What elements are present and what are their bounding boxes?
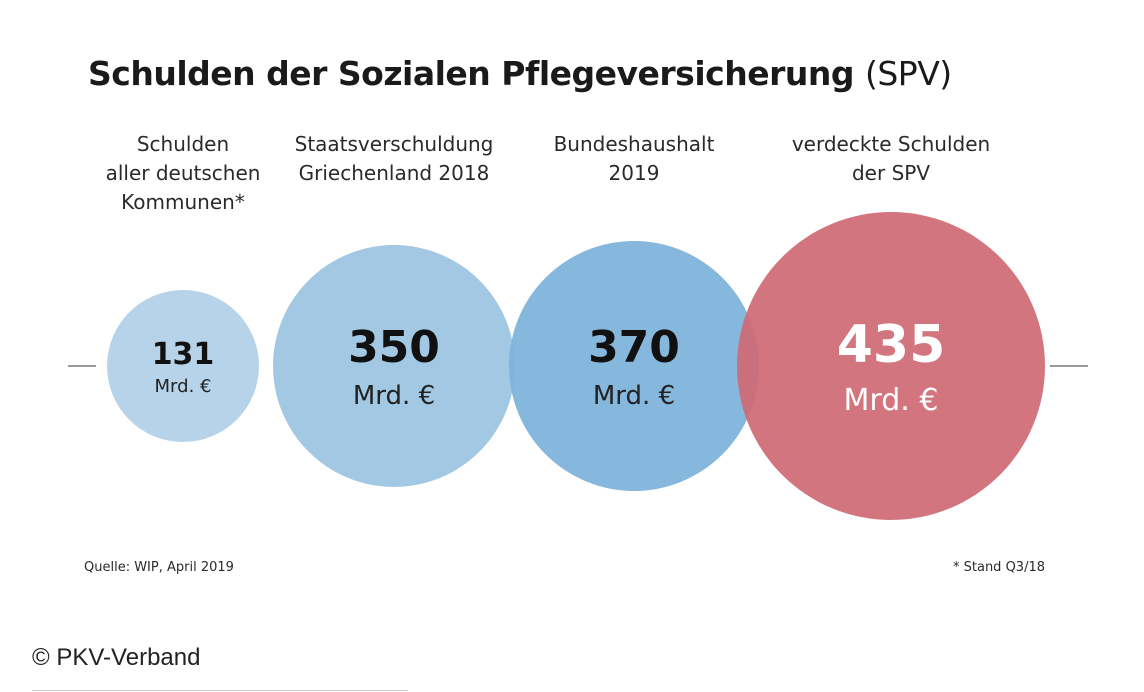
bubble-value-4: 435: [837, 315, 946, 375]
category-label-3: Bundeshaushalt 2019: [504, 130, 764, 188]
bubble-value-2: 350: [348, 322, 440, 373]
divider-line: [32, 690, 408, 691]
bubble-4: [737, 212, 1045, 520]
category-label-line: Kommunen*: [121, 190, 245, 214]
bubble-1: [107, 290, 259, 442]
category-label-line: aller deutschen: [105, 161, 261, 185]
category-label-line: Griechenland 2018: [298, 161, 490, 185]
category-label-line: Schulden: [136, 132, 230, 156]
bubble-value-1: 131: [152, 337, 215, 372]
bubble-unit-3: Mrd. €: [593, 381, 675, 411]
bubble-unit-4: Mrd. €: [844, 383, 939, 418]
bubble-unit-1: Mrd. €: [155, 376, 212, 397]
category-label-line: Bundeshaushalt: [553, 132, 715, 156]
bubble-value-3: 370: [588, 322, 680, 373]
chart-title-main: Schulden der Sozialen Pflegeversicherung: [88, 54, 854, 93]
category-label-line: verdeckte Schulden: [791, 132, 991, 156]
bubble-2: [273, 245, 515, 487]
category-label-line: Staatsverschuldung: [294, 132, 494, 156]
copyright-text: © PKV-Verband: [32, 644, 201, 671]
category-label-4: verdeckte Schulden der SPV: [761, 130, 1021, 188]
category-label-line: der SPV: [851, 161, 931, 185]
source-note: Quelle: WIP, April 2019: [84, 560, 234, 575]
footnote-stand: * Stand Q3/18: [953, 560, 1045, 575]
bubble-3: [509, 241, 759, 491]
category-label-line: 2019: [608, 161, 660, 185]
category-label-2: Staatsverschuldung Griechenland 2018: [264, 130, 524, 188]
chart-title-suffix: (SPV): [864, 54, 952, 93]
bubble-unit-2: Mrd. €: [353, 381, 435, 411]
category-label-1: Schulden aller deutschen Kommunen*: [53, 130, 313, 217]
chart-title: Schulden der Sozialen Pflegeversicherung…: [88, 54, 952, 93]
